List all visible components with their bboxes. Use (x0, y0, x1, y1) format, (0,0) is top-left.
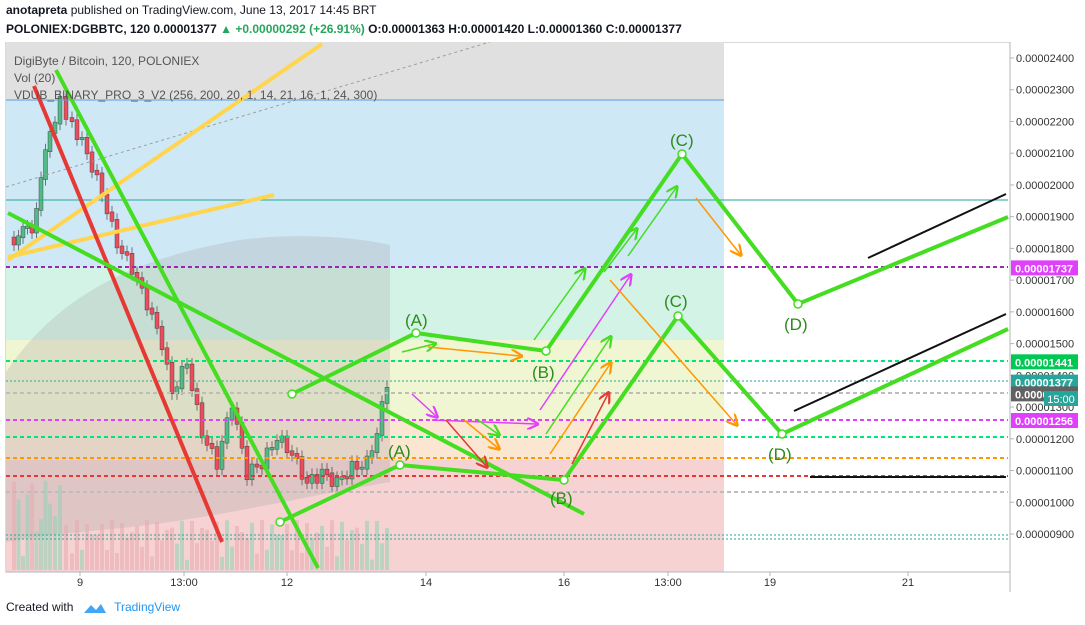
wave-label-d-upper: (D) (784, 315, 808, 334)
dashed-trendline (5, 42, 491, 188)
footer: Created with TradingView (6, 600, 180, 615)
wave-label-b-lower: (B) (550, 489, 573, 508)
price-change: ▲ +0.00000292 (+26.91%) (220, 22, 365, 36)
author-name[interactable]: anotapreta (6, 3, 68, 17)
red-trendline (32, 85, 224, 543)
price-tick-label: 0.00001900 (1016, 212, 1074, 224)
yellow-zone (6, 340, 724, 420)
blue-zone (6, 100, 724, 267)
ohlc-open: O:0.00001363 (368, 22, 445, 36)
wave-label-a-lower: (A) (388, 442, 411, 461)
tradingview-brand-link[interactable]: TradingView (114, 600, 181, 614)
time-tick-label: 13:00 (654, 577, 682, 589)
price-label-text: 0.00001737 (1015, 263, 1073, 275)
wave-label-a-upper: (A) (405, 311, 428, 330)
price-chart[interactable]: (A) (B) (C) (D) (A) (B) (C) (D) 0.000024… (0, 42, 1085, 592)
time-tick-label: 14 (420, 577, 432, 589)
yellow-trendline-1 (6, 42, 324, 262)
gray-zone (6, 42, 724, 100)
price-tick-label: 0.00001800 (1016, 243, 1074, 255)
last-price: 0.00001377 (153, 22, 217, 36)
price-tick-label: 0.00001200 (1016, 434, 1074, 446)
upper-wave-path (291, 150, 1009, 396)
countdown-label: 15:00 (1047, 394, 1075, 406)
price-tick-label: 0.00002300 (1016, 85, 1074, 97)
price-tick-label: 0.00001100 (1016, 466, 1073, 478)
price-tick-label: 0.00001700 (1016, 275, 1074, 287)
time-tick-label: 21 (902, 577, 914, 589)
symbol-header: POLONIEX:DGBBTC, 120 0.00001377 ▲ +0.000… (6, 22, 682, 36)
price-label-box (1011, 374, 1078, 390)
tradingview-logo-icon (83, 603, 106, 613)
legend-indicator: VDUB_BINARY_PRO_3_V2 (256, 200, 20, 1, 1… (14, 88, 378, 102)
wave-points (275, 149, 803, 527)
forecast-arrows (401, 188, 740, 466)
time-tick-label: 16 (558, 577, 570, 589)
time-tick-label: 9 (77, 577, 83, 589)
price-axis[interactable]: 0.00002400 0.00002300 0.00002200 0.00002100… (1010, 53, 1074, 541)
price-label-box (1011, 413, 1078, 429)
legend-title: DigiByte / Bitcoin, 120, POLONIEX (14, 54, 200, 68)
price-label-box (1011, 354, 1078, 370)
price-tick-label: 0.00001500 (1016, 339, 1074, 351)
time-tick-label: 13:00 (170, 577, 198, 589)
time-tick-label: 19 (764, 577, 776, 589)
price-tick-label: 0.00002100 (1016, 148, 1074, 160)
legend-volume: Vol (20) (14, 71, 56, 85)
volume-bars (12, 480, 389, 570)
time-axis[interactable]: 9 13:00 12 14 16 13:00 19 21 (77, 572, 914, 589)
ohlc-high: H:0.00001420 (448, 22, 525, 36)
black-channel-mid (793, 313, 1007, 412)
wave-label-b-upper: (B) (532, 363, 555, 382)
price-label-box (1011, 260, 1078, 276)
publish-header: anotapreta published on TradingView.com,… (6, 3, 376, 17)
black-channel-top (867, 193, 1007, 259)
price-tick-label: 0.00000900 (1016, 529, 1074, 541)
wave-label-c-lower: (C) (664, 292, 688, 311)
price-label-text: 0.00001441 (1015, 357, 1073, 369)
lower-wave-path (279, 312, 1009, 524)
price-tick-label: 0.00002000 (1016, 180, 1074, 192)
price-label-text: 0.00001256 (1015, 416, 1073, 428)
created-with-label: Created with (6, 600, 74, 614)
symbol-line: POLONIEX:DGBBTC, 120 (6, 22, 151, 36)
ohlc-close: C:0.00001377 (605, 22, 682, 36)
ohlc-low: L:0.00001360 (527, 22, 603, 36)
wave-label-d-lower: (D) (768, 445, 792, 464)
wave-labels: (A) (B) (C) (D) (A) (B) (C) (D) (388, 131, 808, 508)
price-tick-label: 0.00001000 (1016, 497, 1074, 509)
price-tick-label: 0.00002400 (1016, 53, 1074, 65)
price-tick-label: 0.00001600 (1016, 307, 1074, 319)
countdown-box (1044, 391, 1078, 406)
green-trendline-steep (54, 69, 320, 569)
time-tick-label: 12 (281, 577, 293, 589)
price-tick-label: 0.00002200 (1016, 116, 1074, 128)
published-text: published on TradingView.com, June 13, 2… (70, 3, 377, 17)
price-labels: 0.000017370.000014410.000013770.00001340… (1011, 260, 1078, 429)
orange-zone (6, 420, 724, 460)
yellow-trendline-2 (7, 193, 275, 259)
wave-label-c-upper: (C) (670, 131, 694, 150)
